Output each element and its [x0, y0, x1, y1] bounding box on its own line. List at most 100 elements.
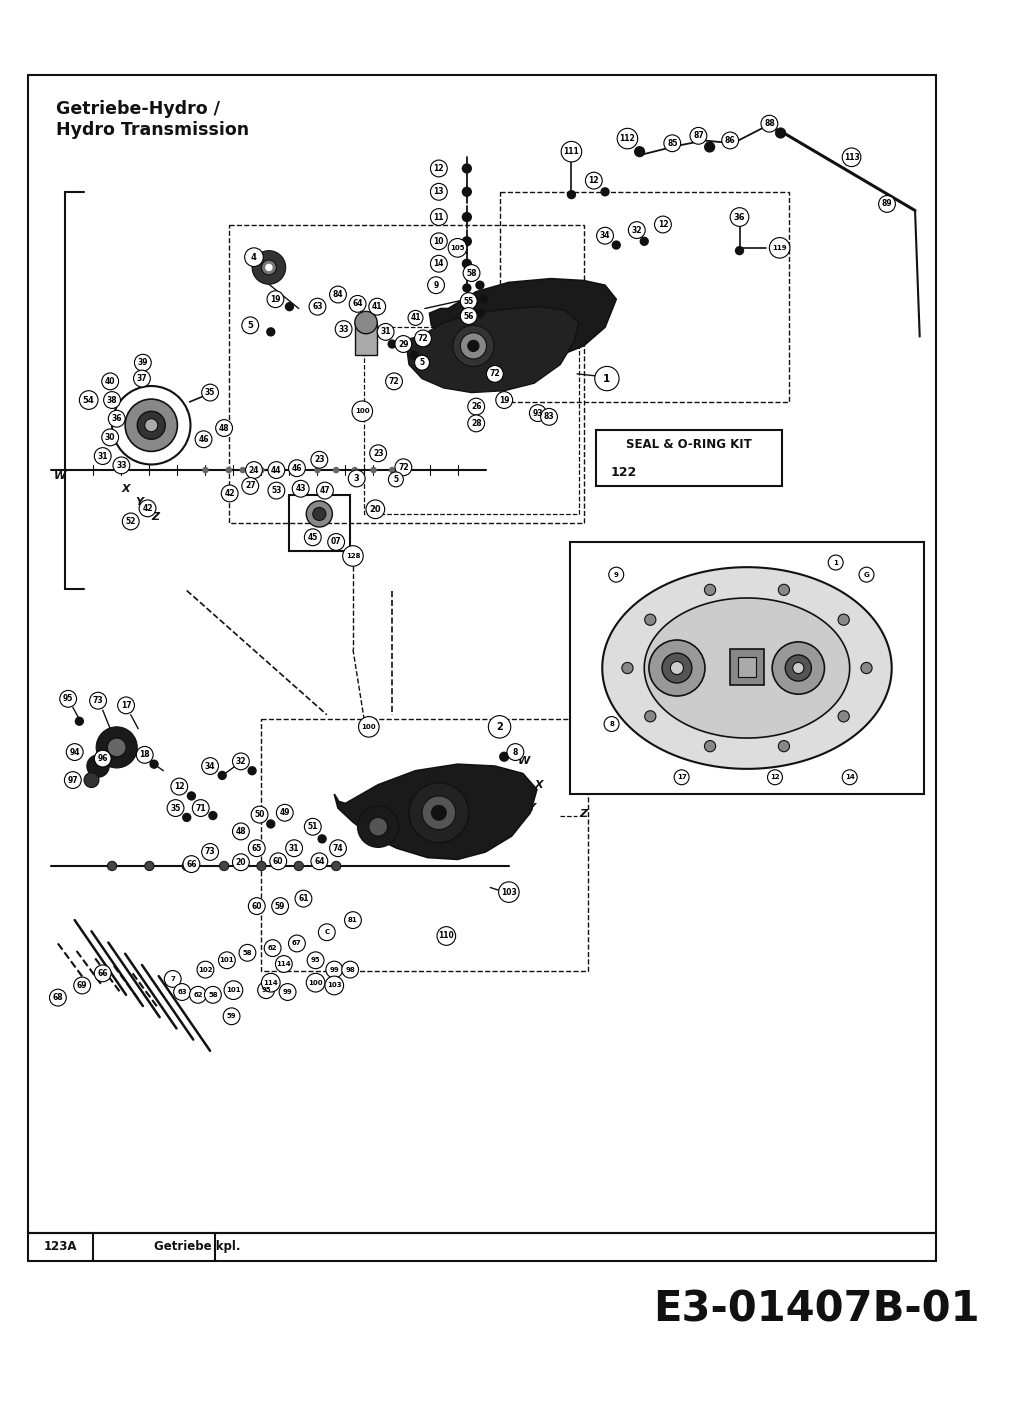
Circle shape: [838, 710, 849, 722]
Circle shape: [453, 325, 494, 367]
Circle shape: [690, 128, 707, 144]
Circle shape: [221, 485, 238, 502]
Circle shape: [304, 529, 321, 546]
Text: 41: 41: [372, 303, 383, 311]
Circle shape: [461, 236, 472, 246]
Circle shape: [775, 128, 786, 139]
Circle shape: [430, 183, 447, 200]
Circle shape: [173, 983, 191, 1000]
Circle shape: [415, 355, 429, 369]
Text: 84: 84: [332, 290, 344, 298]
Text: 20: 20: [235, 858, 247, 867]
Circle shape: [329, 840, 347, 857]
Text: 9: 9: [614, 571, 619, 578]
Text: 17: 17: [121, 701, 131, 710]
Polygon shape: [644, 598, 849, 737]
Text: 18: 18: [139, 750, 150, 759]
Circle shape: [325, 976, 344, 995]
Text: 119: 119: [772, 244, 787, 252]
Text: 10: 10: [433, 237, 444, 246]
Circle shape: [778, 740, 789, 752]
Circle shape: [772, 642, 825, 695]
Circle shape: [366, 500, 385, 519]
Text: 23: 23: [373, 449, 384, 458]
Text: 11: 11: [433, 213, 444, 222]
Circle shape: [295, 890, 312, 907]
Circle shape: [144, 861, 154, 871]
Circle shape: [164, 971, 182, 988]
Circle shape: [94, 965, 111, 982]
Circle shape: [427, 277, 445, 294]
Circle shape: [314, 468, 321, 473]
Circle shape: [859, 567, 874, 583]
Text: 40: 40: [105, 377, 116, 387]
Text: 83: 83: [544, 412, 554, 422]
Circle shape: [220, 861, 229, 871]
Text: 114: 114: [277, 961, 291, 968]
Circle shape: [645, 710, 656, 722]
Text: 47: 47: [320, 486, 330, 495]
Text: Hydro Transmission: Hydro Transmission: [56, 121, 249, 139]
Circle shape: [182, 861, 191, 871]
Text: 122: 122: [611, 466, 637, 479]
Text: 100: 100: [355, 408, 369, 415]
Circle shape: [319, 924, 335, 941]
Circle shape: [329, 286, 347, 303]
Circle shape: [292, 480, 309, 497]
Circle shape: [460, 307, 477, 324]
Text: W: W: [54, 472, 66, 482]
Circle shape: [335, 321, 352, 337]
Circle shape: [84, 773, 99, 787]
Text: 95: 95: [261, 988, 271, 993]
Circle shape: [277, 804, 293, 821]
Text: 96: 96: [97, 755, 108, 763]
Text: 113: 113: [844, 153, 860, 162]
Text: 12: 12: [433, 163, 444, 173]
Circle shape: [671, 662, 683, 675]
Circle shape: [617, 128, 638, 149]
Circle shape: [249, 840, 265, 857]
Circle shape: [431, 806, 446, 820]
Circle shape: [182, 813, 191, 823]
Circle shape: [50, 989, 66, 1006]
Circle shape: [226, 468, 232, 473]
Text: 20: 20: [369, 504, 381, 514]
Text: 31: 31: [381, 327, 391, 337]
Circle shape: [308, 952, 324, 969]
Circle shape: [134, 354, 152, 371]
Text: 5: 5: [419, 358, 424, 367]
Circle shape: [430, 233, 447, 250]
Polygon shape: [334, 764, 537, 860]
Circle shape: [90, 692, 106, 709]
Text: 58: 58: [208, 992, 218, 998]
Text: 99: 99: [329, 966, 340, 972]
Circle shape: [387, 340, 397, 348]
Circle shape: [785, 655, 811, 681]
Circle shape: [731, 207, 749, 226]
Circle shape: [460, 293, 477, 310]
Text: 101: 101: [226, 988, 240, 993]
Text: Z: Z: [152, 512, 159, 522]
Text: 60: 60: [273, 857, 284, 865]
Text: 27: 27: [245, 482, 256, 490]
Text: 46: 46: [198, 435, 208, 443]
Text: 42: 42: [142, 504, 153, 513]
Text: E3-01407B-01: E3-01407B-01: [653, 1289, 980, 1330]
Circle shape: [249, 898, 265, 915]
Circle shape: [201, 844, 219, 860]
Circle shape: [343, 546, 363, 566]
Text: 74: 74: [332, 844, 344, 853]
Text: 4: 4: [251, 253, 257, 261]
Text: 73: 73: [93, 696, 103, 705]
Circle shape: [79, 391, 98, 409]
Text: 62: 62: [193, 992, 202, 998]
Text: 1: 1: [604, 374, 611, 384]
Circle shape: [479, 294, 488, 304]
Bar: [28, 1233, 936, 1260]
Text: 111: 111: [563, 148, 579, 156]
Circle shape: [829, 556, 843, 570]
Text: 12: 12: [588, 176, 600, 185]
Text: 72: 72: [489, 369, 501, 378]
Circle shape: [768, 770, 782, 784]
Text: 112: 112: [619, 134, 636, 144]
